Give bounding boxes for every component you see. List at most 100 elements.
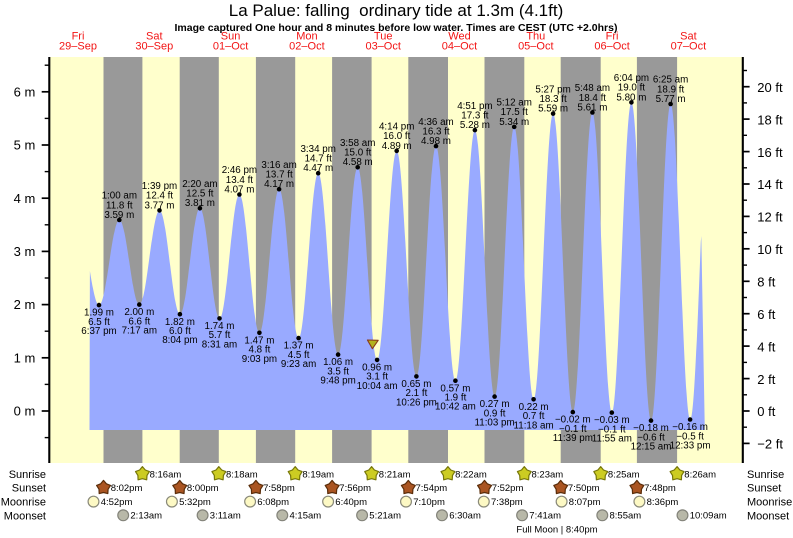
svg-text:Wed: Wed — [448, 30, 470, 42]
svg-text:Moonset: Moonset — [747, 510, 789, 522]
svg-text:5.77 m: 5.77 m — [656, 94, 686, 105]
svg-text:−0.18 m: −0.18 m — [633, 423, 669, 434]
svg-text:13.7 ft: 13.7 ft — [265, 170, 293, 181]
svg-text:0.96 m: 0.96 m — [362, 363, 392, 374]
svg-text:3:11am: 3:11am — [210, 511, 241, 522]
svg-text:2 m: 2 m — [14, 297, 36, 312]
svg-text:9:03 pm: 9:03 pm — [242, 354, 277, 365]
svg-text:8:55am: 8:55am — [610, 511, 642, 522]
svg-text:3:34 pm: 3:34 pm — [300, 144, 335, 155]
svg-text:1.37 m: 1.37 m — [284, 341, 314, 352]
svg-text:11:55 am: 11:55 am — [592, 434, 632, 445]
svg-text:Sunrise: Sunrise — [9, 469, 46, 481]
svg-text:Tue: Tue — [374, 30, 393, 42]
svg-text:8:23am: 8:23am — [532, 469, 564, 480]
svg-text:8:31 am: 8:31 am — [202, 339, 237, 350]
svg-text:10 ft: 10 ft — [757, 242, 783, 257]
svg-text:2:13am: 2:13am — [130, 511, 162, 522]
svg-text:1:00 am: 1:00 am — [102, 191, 137, 202]
svg-text:29–Sep: 29–Sep — [59, 40, 97, 52]
svg-text:4.89 m: 4.89 m — [382, 141, 412, 152]
svg-text:Mon: Mon — [296, 30, 317, 42]
svg-text:16.0 ft: 16.0 ft — [383, 131, 411, 142]
svg-text:8:16am: 8:16am — [150, 469, 182, 480]
svg-text:−0.1 ft: −0.1 ft — [598, 424, 626, 435]
svg-text:0 ft: 0 ft — [757, 404, 775, 419]
svg-text:30–Sep: 30–Sep — [135, 40, 173, 52]
svg-text:20 ft: 20 ft — [757, 80, 783, 95]
svg-text:10:26 pm: 10:26 pm — [396, 397, 437, 408]
svg-text:7:56pm: 7:56pm — [339, 483, 371, 494]
svg-text:0.27 m: 0.27 m — [480, 399, 510, 410]
svg-text:−0.6 ft: −0.6 ft — [637, 432, 665, 443]
svg-text:1:39 pm: 1:39 pm — [142, 181, 177, 192]
svg-text:Moonset: Moonset — [4, 510, 46, 522]
svg-text:−2 ft: −2 ft — [757, 437, 783, 452]
svg-text:7:58pm: 7:58pm — [263, 483, 295, 494]
svg-text:05–Oct: 05–Oct — [518, 40, 553, 52]
svg-text:4:36 am: 4:36 am — [418, 117, 453, 128]
svg-text:9:23 am: 9:23 am — [281, 359, 316, 370]
svg-text:4.8 ft: 4.8 ft — [249, 345, 271, 356]
svg-text:11.8 ft: 11.8 ft — [106, 200, 133, 211]
svg-text:−0.16 m: −0.16 m — [672, 422, 708, 433]
svg-text:3.1 ft: 3.1 ft — [366, 372, 388, 383]
svg-text:7:48pm: 7:48pm — [644, 483, 676, 494]
svg-text:04–Oct: 04–Oct — [442, 40, 477, 52]
svg-text:5:27 pm: 5:27 pm — [535, 84, 570, 95]
svg-text:Thu: Thu — [526, 30, 545, 42]
svg-text:16 ft: 16 ft — [757, 145, 783, 160]
svg-text:Sunset: Sunset — [747, 483, 781, 495]
svg-text:1.9 ft: 1.9 ft — [445, 393, 467, 404]
svg-text:12:33 pm: 12:33 pm — [670, 441, 711, 452]
svg-text:5.28 m: 5.28 m — [460, 120, 490, 131]
svg-text:2.1 ft: 2.1 ft — [406, 388, 428, 399]
svg-text:5:12 am: 5:12 am — [496, 98, 531, 109]
svg-text:1.82 m: 1.82 m — [165, 317, 195, 328]
svg-text:6 ft: 6 ft — [757, 307, 775, 322]
svg-text:18 ft: 18 ft — [757, 112, 783, 127]
svg-text:1.74 m: 1.74 m — [205, 321, 235, 332]
svg-text:3.81 m: 3.81 m — [185, 198, 215, 209]
svg-text:11:18 am: 11:18 am — [514, 420, 554, 431]
svg-text:15.0 ft: 15.0 ft — [344, 148, 372, 159]
svg-text:5.61 m: 5.61 m — [577, 102, 607, 113]
svg-text:3.77 m: 3.77 m — [145, 200, 175, 211]
svg-text:6:25 am: 6:25 am — [653, 75, 688, 86]
svg-text:8:36pm: 8:36pm — [647, 497, 679, 508]
svg-text:1 m: 1 m — [14, 350, 36, 365]
svg-text:Image captured One hour and 8: Image captured One hour and 8 minutes be… — [175, 22, 618, 34]
svg-text:7:10pm: 7:10pm — [413, 497, 445, 508]
svg-text:8:18am: 8:18am — [226, 469, 258, 480]
svg-text:Full Moon | 8:40pm: Full Moon | 8:40pm — [516, 524, 597, 535]
svg-text:4:15am: 4:15am — [290, 511, 322, 522]
svg-text:12.4 ft: 12.4 ft — [146, 191, 174, 202]
svg-text:02–Oct: 02–Oct — [289, 40, 324, 52]
svg-text:3:58 am: 3:58 am — [340, 138, 375, 149]
svg-text:14 ft: 14 ft — [757, 177, 783, 192]
svg-text:5:48 am: 5:48 am — [575, 83, 610, 94]
svg-text:Sun: Sun — [221, 30, 241, 42]
svg-text:6:40pm: 6:40pm — [335, 497, 367, 508]
svg-text:8:25am: 8:25am — [608, 469, 640, 480]
svg-text:4:52pm: 4:52pm — [101, 497, 133, 508]
svg-text:6.0 ft: 6.0 ft — [169, 326, 191, 337]
svg-text:Sat: Sat — [146, 30, 163, 42]
svg-text:−0.5 ft: −0.5 ft — [676, 431, 704, 442]
svg-text:Moonrise: Moonrise — [1, 497, 46, 509]
svg-text:6 m: 6 m — [14, 84, 36, 99]
svg-text:14.7 ft: 14.7 ft — [305, 154, 333, 165]
svg-text:5 m: 5 m — [14, 138, 36, 153]
svg-text:5:32pm: 5:32pm — [179, 497, 211, 508]
svg-text:Fri: Fri — [606, 30, 619, 42]
svg-text:8 ft: 8 ft — [757, 275, 775, 290]
svg-text:1.06 m: 1.06 m — [323, 357, 353, 368]
svg-text:4.58 m: 4.58 m — [343, 157, 373, 168]
svg-text:4.17 m: 4.17 m — [264, 179, 294, 190]
svg-text:6:08pm: 6:08pm — [257, 497, 289, 508]
svg-text:4.07 m: 4.07 m — [224, 184, 254, 195]
svg-text:Sunset: Sunset — [12, 483, 46, 495]
svg-text:7:41am: 7:41am — [529, 511, 561, 522]
svg-text:0.9 ft: 0.9 ft — [484, 408, 506, 419]
svg-text:06–Oct: 06–Oct — [594, 40, 629, 52]
